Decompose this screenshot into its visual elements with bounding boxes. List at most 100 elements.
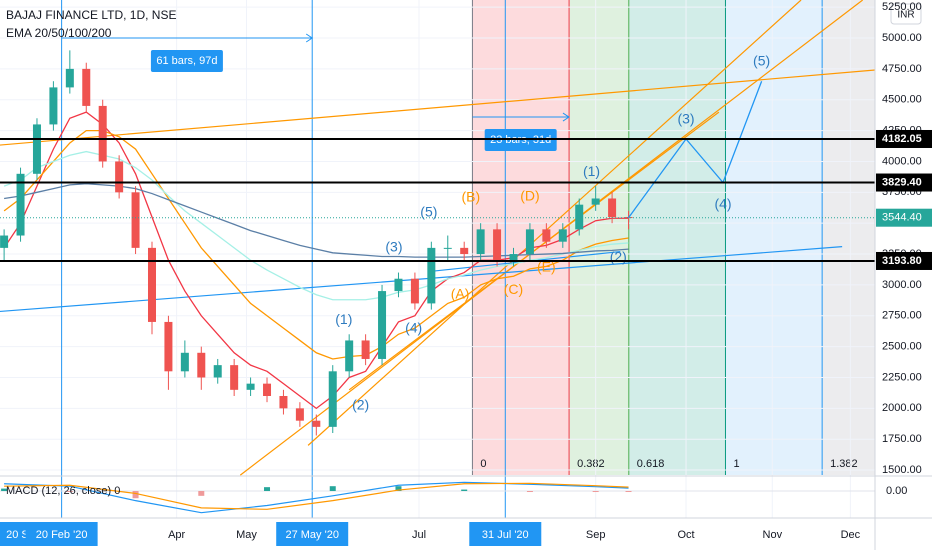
fib-zone: [569, 0, 629, 475]
indicator-label: EMA 20/50/100/200: [6, 26, 112, 40]
y-tick-label: 3000.00: [882, 279, 922, 291]
candle-body: [525, 229, 534, 255]
level-label-box: [876, 129, 932, 148]
y-tick-label: 2250.00: [882, 371, 922, 383]
macd-histogram: [198, 491, 205, 496]
candle-body: [312, 420, 321, 427]
level-label: 3193.80: [882, 255, 922, 267]
wave-label: (C): [504, 281, 523, 297]
candle-body: [32, 124, 41, 174]
candle-body: [558, 229, 567, 242]
candle-body: [575, 204, 584, 230]
fib-zone: [628, 0, 726, 475]
candle-body: [378, 291, 387, 359]
y-tick-label: 1750.00: [882, 433, 922, 445]
trendline: [307, 0, 802, 446]
trendline: [0, 69, 876, 146]
y-tick-label: 2500.00: [882, 341, 922, 353]
macd-histogram: [461, 489, 468, 492]
date-marker-box: [469, 522, 542, 546]
measure-label: 61 bars, 97d: [156, 55, 217, 67]
x-tick-label: Dec: [841, 529, 861, 541]
macd-histogram: [395, 486, 402, 492]
x-tick-label: Nov: [763, 529, 783, 541]
fib-label: 0: [480, 458, 486, 470]
macd-line: [4, 482, 629, 510]
wave-label: (3): [677, 111, 694, 127]
wave-label: (1): [335, 311, 352, 327]
candle-body: [493, 229, 502, 261]
candle-body: [230, 365, 239, 390]
wave-label: (D): [520, 188, 539, 204]
y-tick-label: 4750.00: [882, 63, 922, 75]
ema-line: [4, 183, 629, 258]
macd-line: [4, 481, 629, 514]
candle-body: [394, 278, 403, 292]
wave-label: (4): [714, 196, 731, 212]
date-marker-label: 27 May '20: [285, 529, 338, 541]
x-tick-label: Sep: [586, 529, 606, 541]
fib-label: 0.382: [577, 458, 605, 470]
y-tick-label: 4500.00: [882, 94, 922, 106]
level-label-box: [876, 251, 932, 270]
wave-label: (A): [451, 286, 470, 302]
y-tick-label: 1500.00: [882, 464, 922, 476]
candle-body: [16, 173, 25, 236]
trendline: [348, 111, 720, 391]
candle-body: [345, 340, 354, 372]
date-marker-box: [25, 522, 98, 546]
fib-label: 0.618: [637, 458, 665, 470]
fib-label: 1: [733, 458, 739, 470]
trendline: [0, 246, 843, 313]
fib-label: 1.382: [830, 458, 858, 470]
macd-histogram: [592, 491, 599, 493]
fib-zone: [725, 0, 823, 475]
candle-body: [82, 68, 91, 106]
wave-label: (2): [352, 397, 369, 413]
last-price-box: [876, 208, 932, 227]
level-label: 3829.40: [882, 176, 922, 188]
wave-label: (3): [385, 239, 402, 255]
last-price-label: 3544.40: [882, 212, 922, 224]
candle-body: [443, 247, 452, 249]
candle-body: [49, 87, 58, 125]
x-tick-label: May: [236, 529, 257, 541]
candle-body: [295, 408, 304, 421]
macd-histogram: [526, 491, 533, 493]
macd-histogram: [329, 486, 336, 492]
currency-button[interactable]: [890, 3, 922, 25]
y-tick-label: 5250.00: [882, 1, 922, 13]
macd-histogram: [625, 491, 632, 493]
wave-projection: [627, 80, 763, 219]
wave-label: (2): [610, 249, 627, 265]
fib-zone: [822, 0, 875, 475]
macd-histogram: [1, 488, 8, 492]
x-tick-label: Jul: [412, 529, 426, 541]
y-tick-label: 5000.00: [882, 32, 922, 44]
macd-tick-label: 0.00: [886, 485, 907, 497]
candle-body: [164, 321, 173, 372]
candle-body: [591, 198, 600, 205]
measure-box: [484, 129, 557, 152]
measure-arrowhead: [305, 33, 314, 43]
chart-title: BAJAJ FINANCE LTD, 1D, NSE: [6, 8, 176, 22]
macd-label: MACD (12, 26, close) 0: [6, 485, 120, 497]
macd-histogram: [66, 491, 73, 493]
level-label-box: [876, 173, 932, 192]
currency-label: INR: [897, 10, 914, 21]
y-tick-label: 4000.00: [882, 155, 922, 167]
candle-body: [246, 383, 255, 390]
candle-body: [131, 192, 140, 248]
wave-label: (E): [537, 259, 556, 275]
candle-body: [65, 68, 74, 88]
wave-label: (4): [405, 320, 422, 336]
wave-label: (1): [583, 163, 600, 179]
candle-body: [509, 254, 518, 261]
candle-body: [98, 105, 107, 162]
date-marker-label: 31 Jul '20: [482, 529, 529, 541]
wave-label: (5): [753, 53, 770, 69]
x-tick-label: Apr: [168, 529, 185, 541]
candle-body: [0, 235, 9, 248]
y-tick-label: 2000.00: [882, 402, 922, 414]
candle-body: [263, 383, 272, 396]
